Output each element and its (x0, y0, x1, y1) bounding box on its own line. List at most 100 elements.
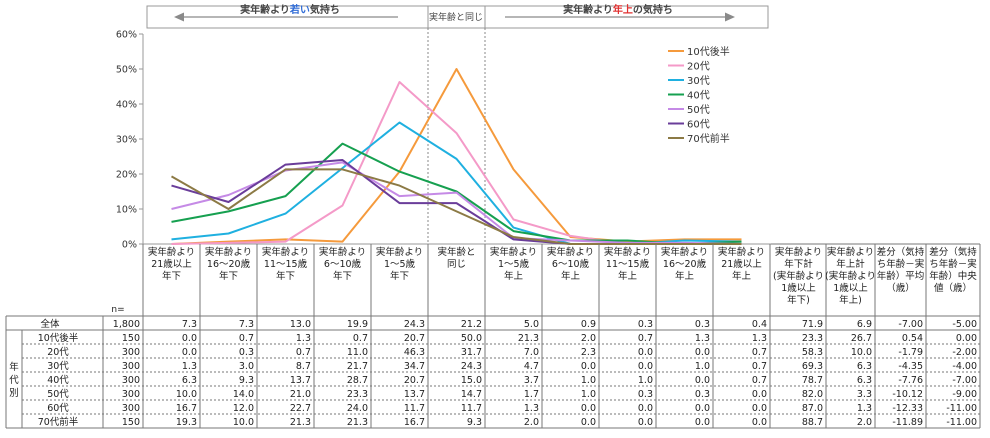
cell-value: 0.0 (581, 361, 596, 372)
cell-value: 5.0 (524, 319, 539, 330)
y-tick-label: 30% (116, 135, 137, 146)
cell-value: 21.0 (290, 389, 311, 400)
cell-value: 14.7 (461, 389, 482, 400)
summary-value: 0.00 (956, 333, 977, 344)
banner-younger-label: 実年齢より若い気持ち (240, 3, 340, 16)
cell-value: 1.0 (695, 361, 710, 372)
cell-value: 21.2 (461, 319, 482, 330)
summary-value: -7.00 (898, 319, 923, 330)
younger-arrow-head (174, 12, 184, 22)
cell-value: 20.7 (404, 333, 425, 344)
series-line-50代 (171, 161, 742, 245)
cell-value: 10.0 (233, 417, 254, 428)
x-category-label: 実年齢より 1～5歳年上 (490, 246, 537, 282)
series-line-20代 (171, 81, 742, 245)
cell-value: 0.7 (638, 333, 653, 344)
x-category-label: 実年齢より 11～15歳年上 (604, 246, 651, 282)
cell-value: 13.0 (290, 319, 311, 330)
cell-value: 0.0 (695, 375, 710, 386)
series-line-60代 (171, 159, 742, 245)
cell-value: 0.0 (695, 417, 710, 428)
cell-value: 21.7 (347, 361, 368, 372)
cell-value: 0.7 (296, 347, 311, 358)
cell-value: 0.0 (752, 389, 767, 400)
summary-value: -2.00 (952, 347, 977, 358)
cell-value: 0.0 (695, 403, 710, 414)
table-row: 10代後半 150 0.0 0.7 1.3 0.7 20.7 50.0 21.3 2.0 0.7 1.… (22, 332, 980, 345)
cell-value: 1.0 (581, 389, 596, 400)
row-label: 50代 (47, 389, 69, 400)
summary-value: 10.0 (851, 347, 872, 358)
row-label: 全体 (40, 318, 60, 330)
cell-value: 0.9 (581, 319, 596, 330)
cell-value: 0.0 (638, 403, 653, 414)
cell-value: 50.0 (461, 333, 482, 344)
cell-value: 15.0 (461, 375, 482, 386)
cell-value: 1.3 (695, 333, 710, 344)
x-category-label: 実年齢より 1～5歳年下 (376, 246, 423, 282)
cell-value: 2.3 (581, 347, 596, 358)
cell-value: 23.3 (347, 389, 368, 400)
x-category-label: 実年齢より 6～10歳年下 (319, 246, 366, 282)
summary-value: 6.9 (857, 319, 872, 330)
cell-value: 1.3 (182, 361, 197, 372)
cell-value: 0.0 (581, 417, 596, 428)
cell-value: 0.3 (695, 319, 710, 330)
summary-value: 6.3 (857, 361, 872, 372)
table-row: 50代 300 10.0 14.0 21.0 23.3 13.7 14.7 1.7 1.0 0.3 0… (22, 389, 980, 401)
cell-value: 13.7 (290, 375, 311, 386)
cell-value: 19.3 (176, 417, 197, 428)
banner-same-label: 実年齢と同じ (429, 11, 483, 23)
cell-value: 1.3 (524, 403, 539, 414)
cell-value: 1.0 (581, 375, 596, 386)
cell-value: 0.0 (638, 417, 653, 428)
table-row: 20代 300 0.0 0.3 0.7 11.0 46.3 31.7 7.0 2.3 0.0 0.0 0… (22, 347, 980, 359)
cell-value: 11.7 (404, 403, 425, 414)
cell-value: 0.7 (752, 347, 767, 358)
summary-value: -5.00 (952, 319, 977, 330)
summary-value: 1.3 (857, 403, 872, 414)
cell-value: 0.0 (695, 347, 710, 358)
cell-value: 0.0 (182, 333, 197, 344)
side-label-char: 年 (9, 361, 19, 373)
x-category-label: 実年齢より 16～20歳年上 (661, 246, 708, 282)
cell-value: 28.7 (347, 375, 368, 386)
cell-value: 0.7 (752, 375, 767, 386)
legend-label: 40代 (687, 90, 710, 102)
cell-value: 16.7 (176, 403, 197, 414)
summary-value: -9.00 (952, 389, 977, 400)
x-category-label: 実年齢と同じ (437, 246, 475, 270)
legend-label: 60代 (687, 119, 710, 131)
summary-header: 差分（気持ち年齢－実年齢）平均（歳） (877, 246, 925, 294)
legend-label: 30代 (687, 75, 710, 87)
row-n: 300 (122, 389, 140, 400)
row-label: 70代前半 (38, 416, 79, 428)
cell-value: 1.7 (524, 389, 539, 400)
cell-value: 0.0 (752, 417, 767, 428)
series-line-70代前半 (171, 168, 742, 245)
cell-value: 0.0 (638, 361, 653, 372)
y-tick-label: 60% (116, 30, 137, 41)
cell-value: 2.0 (581, 333, 596, 344)
table-row: 全体 1,800 7.3 7.3 13.0 19.9 24.3 21.2 5.0 0.9 0.3 0.… (6, 318, 980, 331)
row-n: 150 (122, 333, 140, 344)
cell-value: 0.0 (638, 347, 653, 358)
summary-value: 88.7 (802, 417, 823, 428)
table-body: 全体 1,800 7.3 7.3 13.0 19.9 24.3 21.2 5.0 0.9 0.3 0.… (5, 316, 980, 429)
cell-value: 7.3 (182, 319, 197, 330)
row-n: 300 (122, 361, 140, 372)
summary-value: 71.9 (802, 319, 823, 330)
cell-value: 0.3 (638, 319, 653, 330)
y-tick-label: 0% (122, 240, 137, 251)
table-row: 60代 300 16.7 12.0 22.7 24.0 11.7 11.7 1.3 0.0 0.0 0… (22, 403, 980, 415)
cell-value: 16.7 (404, 417, 425, 428)
cell-value: 22.7 (290, 403, 311, 414)
x-category-label: 実年齢より 16～20歳年下 (205, 246, 252, 282)
summary-value: 82.0 (802, 389, 823, 400)
cell-value: 0.0 (752, 403, 767, 414)
cell-value: 21.3 (518, 333, 539, 344)
summary-value: -7.00 (952, 375, 977, 386)
cell-value: 3.0 (239, 361, 254, 372)
